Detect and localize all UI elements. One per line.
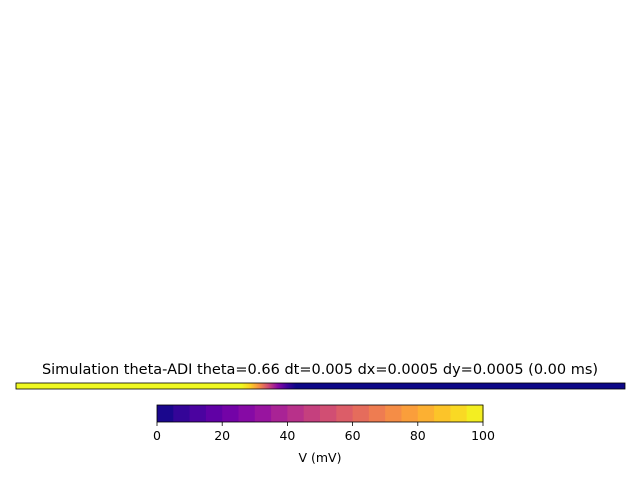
colorbar-tick-label: 20 [214, 428, 230, 443]
colorbar-level-6 [254, 405, 272, 422]
field-image [15, 382, 626, 390]
colorbar-tick-label: 80 [410, 428, 426, 443]
colorbar: 0 20 40 60 80 100 V (mV) [153, 404, 495, 465]
colorbar-level-10 [320, 405, 337, 422]
colorbar-level-12 [352, 405, 370, 422]
colorbar-level-5 [238, 405, 256, 422]
colorbar-level-16 [417, 405, 435, 422]
colorbar-level-15 [401, 405, 419, 422]
colorbar-level-9 [303, 405, 321, 422]
colorbar-frame [156, 404, 484, 423]
chart-title: Simulation theta-ADI theta=0.66 dt=0.005… [42, 362, 598, 378]
colorbar-level-8 [287, 405, 305, 422]
colorbar-tick-label: 0 [153, 428, 161, 443]
colorbar-level-3 [205, 405, 223, 422]
colorbar-level-13 [368, 405, 386, 422]
voltage-field-strip [16, 383, 625, 389]
colorbar-tick-label: 40 [279, 428, 295, 443]
colorbar-level-14 [385, 405, 403, 422]
colorbar-level-4 [222, 405, 240, 422]
colorbar-level-18 [450, 405, 468, 422]
colorbar-level-0 [157, 405, 174, 422]
colorbar-level-11 [336, 405, 354, 422]
colorbar-label: V (mV) [298, 450, 341, 465]
colorbar-tick-label: 60 [345, 428, 361, 443]
colorbar-tick-label: 100 [471, 428, 495, 443]
field-frame [15, 382, 626, 390]
colorbar-level-19 [466, 405, 484, 422]
colorbar-level-2 [189, 405, 207, 422]
colorbar-level-17 [434, 405, 451, 422]
colorbar-level-7 [271, 405, 288, 422]
colorbar-level-1 [173, 405, 191, 422]
